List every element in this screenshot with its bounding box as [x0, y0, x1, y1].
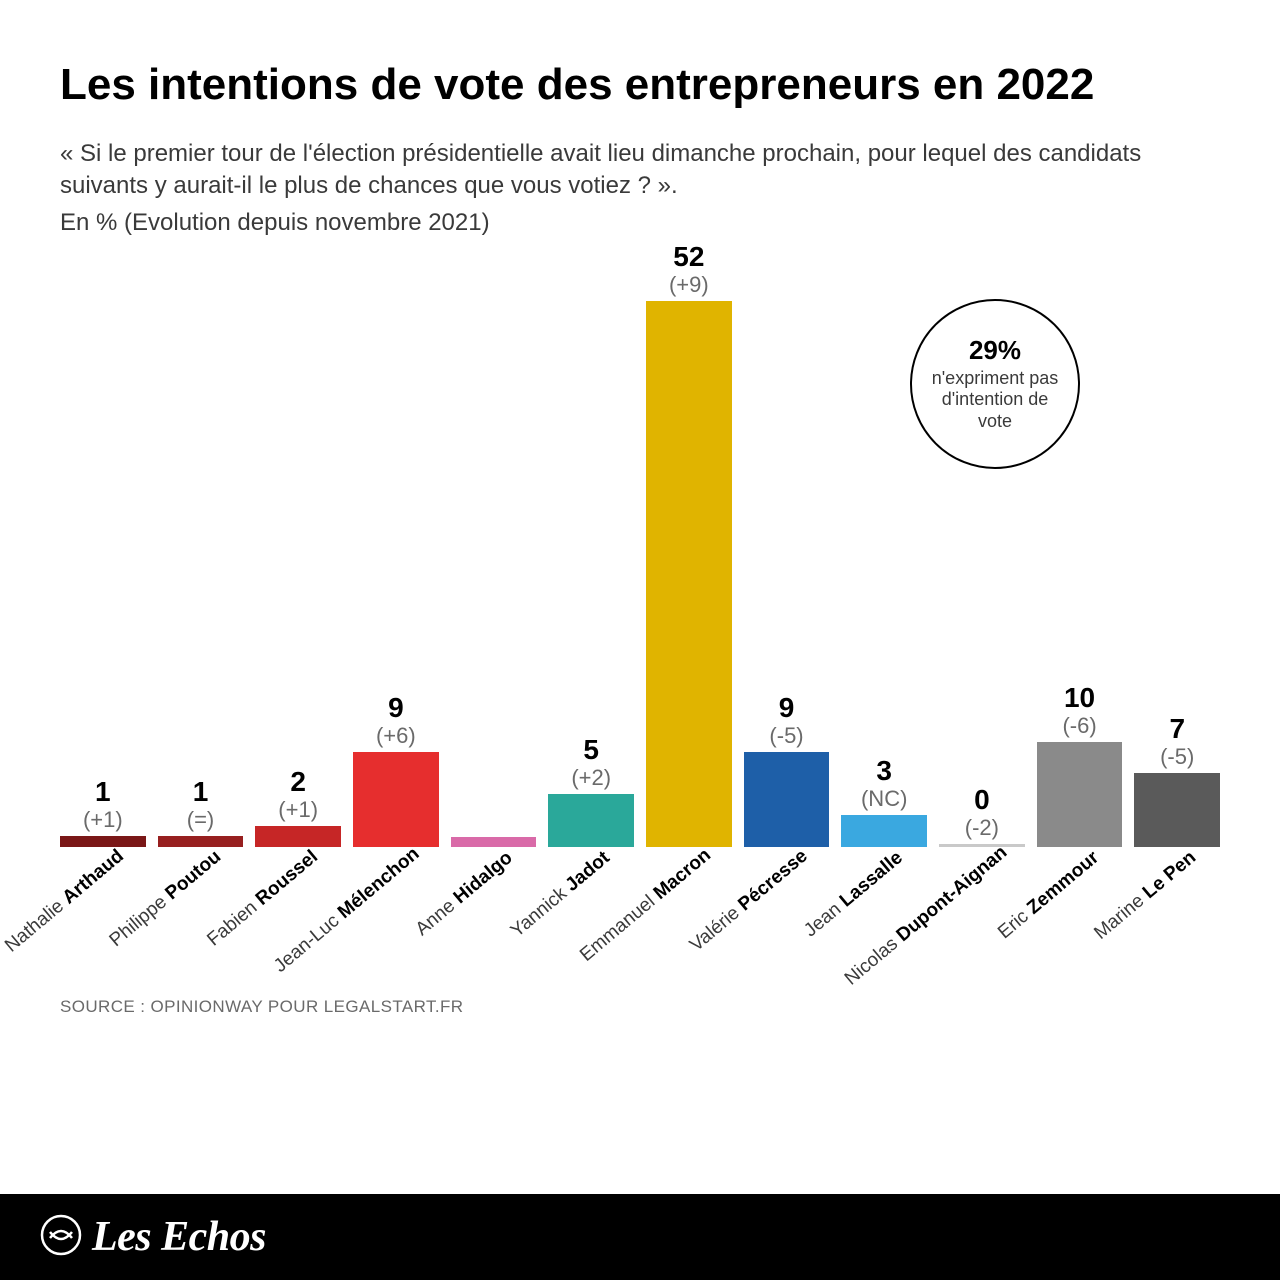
callout-percent: 29% — [969, 335, 1021, 366]
bar-value: 10 — [1037, 683, 1123, 714]
bar-value-label: 3(NC) — [841, 756, 927, 811]
bar-value-label: 10(-6) — [1037, 683, 1123, 738]
bar-evolution: (-2) — [939, 816, 1025, 840]
bar-value: 1 — [158, 777, 244, 808]
bar-value: 2 — [255, 767, 341, 798]
bar-value: 0 — [939, 785, 1025, 816]
bar — [1037, 742, 1123, 847]
bar-value-label: 5(+2) — [548, 735, 634, 790]
bar-column: 2(+1) — [255, 826, 341, 847]
bar-value-label: 9(+6) — [353, 693, 439, 748]
bar-chart: 1(+1)1(=)2(+1)9(+6)5(+2)52(+9)9(-5)3(NC)… — [60, 257, 1220, 977]
bar-evolution: (+1) — [255, 798, 341, 822]
chart-subtitle: « Si le premier tour de l'élection prési… — [60, 138, 1220, 203]
bar — [744, 752, 830, 847]
brand-logo-icon — [40, 1214, 82, 1261]
bar — [841, 815, 927, 847]
source-line: SOURCE : OPINIONWAY POUR LEGALSTART.FR — [60, 997, 1220, 1017]
bar-column: 7(-5) — [1134, 773, 1220, 847]
bar-column: 9(-5) — [744, 752, 830, 847]
bar-value-label: 2(+1) — [255, 767, 341, 822]
footer-bar: Les Echos — [0, 1194, 1280, 1280]
bar-value: 9 — [353, 693, 439, 724]
bar — [353, 752, 439, 847]
bar — [1134, 773, 1220, 847]
bar-evolution: (-5) — [1134, 745, 1220, 769]
bar-evolution: (-6) — [1037, 714, 1123, 738]
callout-text: n'expriment pas d'intention de vote — [930, 368, 1060, 433]
bar — [60, 836, 146, 847]
brand-name: Les Echos — [92, 1213, 266, 1261]
bar-evolution: (+6) — [353, 724, 439, 748]
bar-value: 1 — [60, 777, 146, 808]
bar-value-label: 52(+9) — [646, 242, 732, 297]
bar-column: 5(+2) — [548, 794, 634, 847]
bar — [646, 301, 732, 847]
bar-column: 9(+6) — [353, 752, 439, 847]
bar-evolution: (+1) — [60, 808, 146, 832]
bar-evolution: (NC) — [841, 787, 927, 811]
bar-value: 9 — [744, 693, 830, 724]
bar-value-label: 9(-5) — [744, 693, 830, 748]
chart-title: Les intentions de vote des entrepreneurs… — [60, 60, 1220, 110]
bar-column — [451, 837, 537, 847]
chart-subnote: En % (Evolution depuis novembre 2021) — [60, 209, 1220, 237]
bar-value: 5 — [548, 735, 634, 766]
bar-value-label: 1(+1) — [60, 777, 146, 832]
bar — [158, 836, 244, 847]
bar-column: 3(NC) — [841, 815, 927, 847]
x-axis-label: Marine Le Pen — [1134, 847, 1220, 977]
bar-evolution: (+2) — [548, 766, 634, 790]
bar — [548, 794, 634, 847]
bar-value-label: 0(-2) — [939, 785, 1025, 840]
callout-circle: 29% n'expriment pas d'intention de vote — [910, 299, 1080, 469]
bar-column: 52(+9) — [646, 301, 732, 847]
bar-evolution: (+9) — [646, 273, 732, 297]
bar — [255, 826, 341, 847]
bar-value: 52 — [646, 242, 732, 273]
bar-evolution: (-5) — [744, 724, 830, 748]
bar — [451, 837, 537, 847]
bar-value-label: 7(-5) — [1134, 714, 1220, 769]
bar-column: 10(-6) — [1037, 742, 1123, 847]
bar-value: 3 — [841, 756, 927, 787]
bar-column: 1(+1) — [60, 836, 146, 847]
bar-value-label: 1(=) — [158, 777, 244, 832]
bar-evolution: (=) — [158, 808, 244, 832]
bar-value: 7 — [1134, 714, 1220, 745]
bar-column: 1(=) — [158, 836, 244, 847]
